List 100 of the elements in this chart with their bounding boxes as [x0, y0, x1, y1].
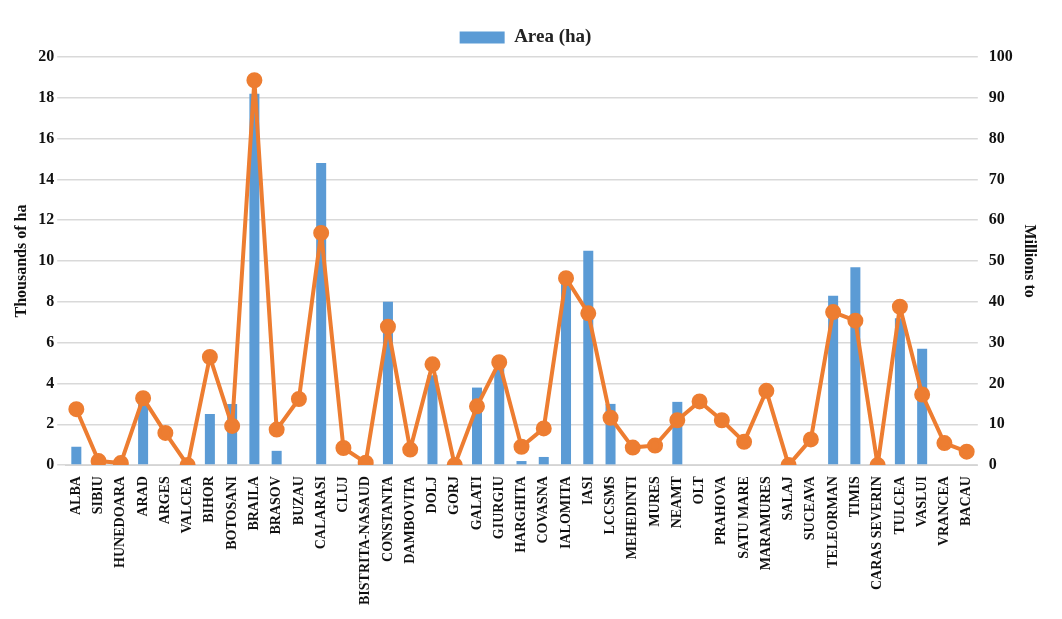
x-tick-label: BIHOR	[201, 475, 217, 523]
point	[647, 437, 664, 454]
y2-tick-label: 20	[988, 373, 1005, 391]
x-tick-label: PRAHOVA	[713, 475, 729, 546]
point	[669, 412, 686, 429]
bar	[204, 414, 215, 465]
x-tick-label: MURES	[646, 475, 662, 527]
x-tick-label: GORJ	[446, 476, 462, 516]
x-tick-label: VALCEA	[179, 475, 195, 534]
y2-axis-title: Millions to	[1022, 224, 1040, 298]
point	[335, 439, 352, 456]
x-tick-label: TELEORMAN	[824, 476, 840, 568]
x-tick-label: OLT	[691, 475, 707, 505]
x-tick-label: DAMBOVITA	[401, 475, 417, 564]
y2-tick-label: 40	[988, 292, 1005, 310]
y2-tick-label: 50	[988, 251, 1005, 269]
point	[891, 298, 908, 315]
point	[691, 393, 708, 410]
y-axis-title: Thousands of ha	[11, 204, 29, 318]
x-tick-label: NEAMT	[668, 475, 684, 529]
y2-tick-label: 70	[988, 169, 1005, 187]
bar	[271, 450, 282, 465]
bar	[516, 461, 527, 465]
point	[914, 386, 931, 403]
point	[713, 412, 730, 429]
point	[90, 453, 107, 466]
point	[535, 420, 552, 437]
x-tick-label: CARAS SEVERIN	[869, 476, 885, 591]
y2-tick-label: 90	[988, 87, 1005, 105]
point	[246, 72, 263, 89]
y2-tick-label: 10	[988, 414, 1005, 432]
x-tick-label: BOTOSANI	[223, 476, 239, 550]
point	[580, 305, 597, 322]
y2-tick-label: 100	[988, 47, 1013, 65]
legend-label: Area (ha)	[514, 25, 592, 48]
x-tick-label: DOLJ	[424, 476, 440, 514]
point	[424, 356, 441, 373]
x-tick-label: BISTRITA-NASAUD	[357, 476, 373, 606]
x-tick-label: MEHEDINTI	[624, 476, 640, 560]
y-tick-label: 0	[46, 455, 55, 473]
bar	[561, 283, 572, 465]
x-tick-label: SALAJ	[780, 476, 796, 521]
y-tick-label: 2	[46, 414, 55, 432]
y-tick-label: 4	[46, 373, 55, 391]
x-tick-label: IASI	[579, 476, 595, 505]
y-tick-label: 6	[46, 332, 55, 350]
y-tick-label: 8	[46, 292, 55, 310]
y-tick-label: 16	[38, 128, 55, 146]
y-tick-label: 14	[38, 169, 55, 187]
x-tick-label: GALATI	[468, 476, 484, 531]
point	[135, 390, 152, 407]
x-tick-label: CONSTANTA	[379, 475, 395, 562]
point	[802, 431, 819, 448]
x-tick-label: ARGES	[156, 475, 172, 525]
point	[68, 401, 85, 418]
x-tick-label: HUNEDOARA	[112, 475, 128, 568]
point	[268, 421, 285, 438]
x-tick-label: BACAU	[958, 476, 974, 526]
x-tick-label: COVASNA	[535, 475, 551, 544]
bar	[138, 403, 149, 465]
x-tick-label: BUZAU	[290, 476, 306, 526]
bar	[427, 375, 438, 465]
x-tick-label: SUCEAVA	[802, 475, 818, 541]
y-tick-label: 20	[38, 47, 55, 65]
x-tick-label: CALARASI	[312, 476, 328, 550]
point	[491, 354, 508, 371]
point	[513, 438, 530, 455]
y-tick-label: 18	[38, 87, 55, 105]
x-tick-label: LCCSMS	[602, 475, 618, 535]
point	[290, 391, 307, 408]
x-tick-label: HARGHITA	[513, 475, 529, 553]
bar	[494, 367, 505, 465]
x-tick-label: IALOMITA	[557, 475, 573, 549]
x-tick-label: TULCEA	[891, 475, 907, 535]
point	[936, 435, 953, 452]
point	[758, 382, 775, 399]
point	[624, 439, 641, 456]
point	[736, 433, 753, 450]
x-tick-label: SATU MARE	[735, 476, 751, 559]
x-tick-label: TIMIS	[846, 475, 862, 518]
point	[402, 441, 419, 458]
x-tick-label: ALBA	[67, 475, 83, 516]
bar	[71, 446, 82, 465]
x-tick-label: SIBIU	[90, 476, 106, 515]
point	[468, 398, 485, 415]
point	[157, 424, 174, 441]
y2-tick-label: 0	[988, 455, 997, 473]
bar	[538, 456, 549, 465]
x-tick-label: VRANCEA	[936, 475, 952, 547]
x-tick-label: VASLUI	[913, 476, 929, 528]
bar	[894, 318, 905, 465]
point	[379, 318, 396, 335]
point	[313, 224, 330, 241]
x-tick-label: CLUJ	[335, 476, 351, 513]
x-tick-label: BRAILA	[246, 475, 262, 531]
point	[847, 312, 864, 329]
point	[558, 270, 575, 287]
x-tick-label: GIURGIU	[490, 476, 506, 540]
x-tick-label: ARAD	[134, 476, 150, 517]
point	[602, 409, 619, 426]
